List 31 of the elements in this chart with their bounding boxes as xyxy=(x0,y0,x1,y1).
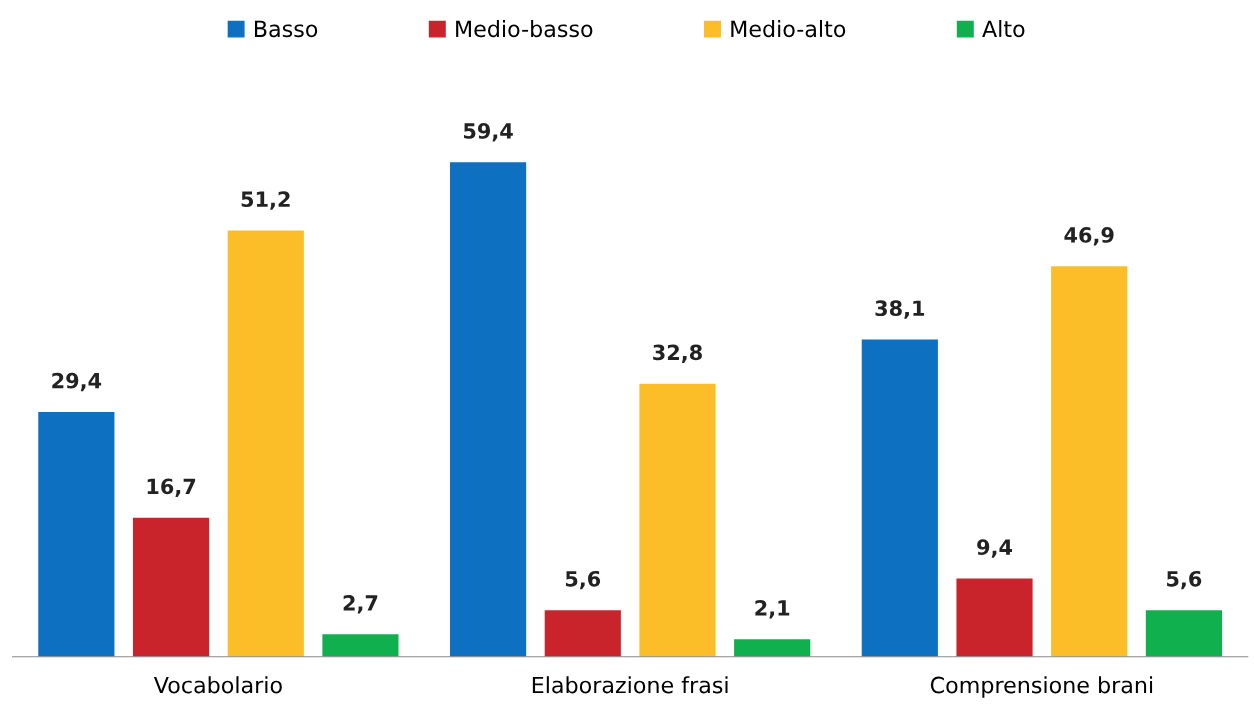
legend-label: Medio-basso xyxy=(456,20,593,38)
legend-label: Alto xyxy=(982,20,1025,38)
data-label: 32,8 xyxy=(653,344,702,363)
bar xyxy=(1145,610,1222,657)
data-label: 51,2 xyxy=(241,191,290,210)
data-label: 9,4 xyxy=(977,539,1013,558)
bar xyxy=(38,412,115,657)
data-label: 38,1 xyxy=(875,300,925,319)
data-label: 46,9 xyxy=(1064,227,1114,246)
data-label: 59,4 xyxy=(464,123,513,142)
data-label: 29,4 xyxy=(52,372,102,392)
bar xyxy=(1051,266,1128,657)
legend-label: Basso xyxy=(254,20,318,38)
bar xyxy=(956,578,1033,657)
x-tick-label: Comprensione brani xyxy=(930,676,1153,698)
bar xyxy=(450,162,527,657)
x-tick-label: Elaborazione frasi xyxy=(532,676,728,694)
legend-label: Medio-alto xyxy=(731,20,846,38)
data-label: 5,6 xyxy=(1167,570,1202,590)
data-label: 5,6 xyxy=(565,570,601,590)
bar xyxy=(544,610,621,657)
bar xyxy=(322,634,399,657)
bar xyxy=(639,383,716,657)
data-label: 16,7 xyxy=(147,478,196,497)
bar xyxy=(734,639,811,657)
bar xyxy=(861,339,938,657)
data-label: 2,7 xyxy=(343,595,378,614)
data-label: 2,1 xyxy=(755,600,790,619)
bar xyxy=(132,517,210,657)
bar xyxy=(227,230,304,657)
x-tick-label: Vocabolario xyxy=(153,676,282,694)
